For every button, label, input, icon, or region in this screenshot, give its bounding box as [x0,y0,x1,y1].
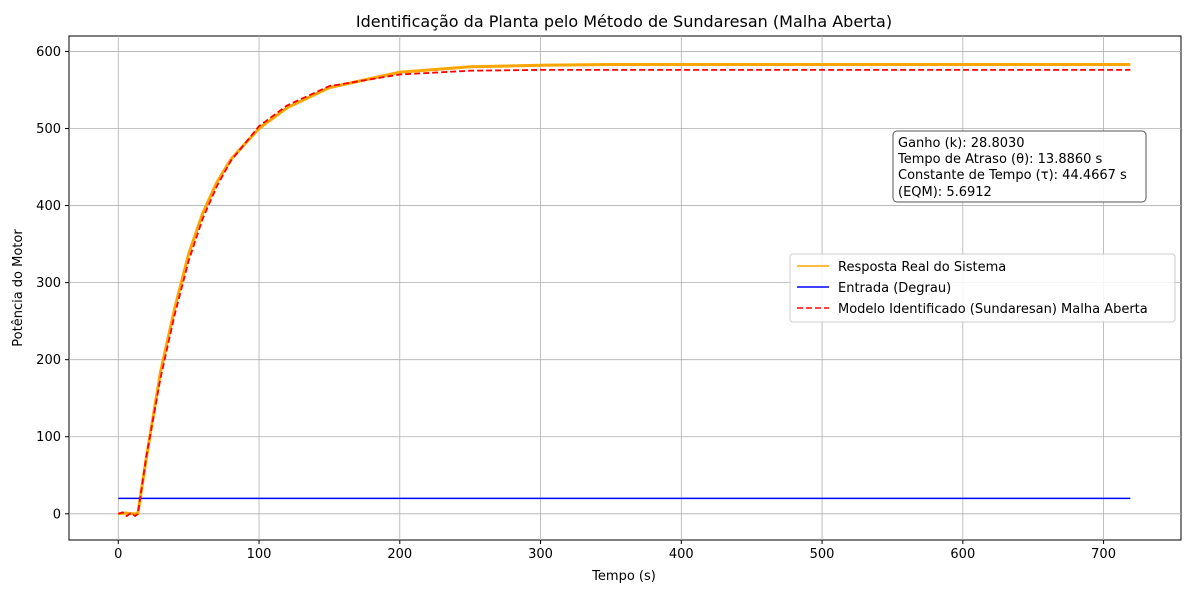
y-tick-label: 100 [36,430,61,445]
legend-label-model: Modelo Identificado (Sundaresan) Malha A… [838,302,1148,317]
y-tick-label: 0 [53,507,61,522]
x-axis-ticks: 0 100 200 300 400 500 600 700 [114,540,1116,562]
y-tick-label: 200 [36,353,61,368]
info-delay: Tempo de Atraso (θ): 13.8860 s [897,152,1103,167]
grid-lines [69,36,1181,540]
legend-frame [789,253,1176,323]
y-tick-label: 600 [36,45,61,60]
info-mse: (EQM): 5.6912 [898,185,992,200]
legend-label-real: Resposta Real do Sistema [838,260,1006,275]
x-tick-label: 600 [950,547,975,562]
plot-area [68,35,1182,541]
info-time-constant: Constante de Tempo (τ): 44.4667 s [898,168,1127,183]
legend: Resposta Real do Sistema Entrada (Degrau… [789,253,1176,323]
y-tick-label: 500 [36,122,61,137]
y-axis-ticks: 0 100 200 300 400 500 600 [36,45,69,522]
x-tick-label: 100 [247,547,272,562]
x-tick-label: 400 [669,547,694,562]
x-tick-label: 700 [1091,547,1116,562]
y-tick-label: 400 [36,199,61,214]
series-line-model [117,69,1131,517]
plot-frame [68,35,1182,541]
y-tick-label: 300 [36,276,61,291]
info-box: Ganho (k): 28.8030 Tempo de Atraso (θ): … [892,130,1147,203]
series-lines [117,63,1131,517]
legend-label-input: Entrada (Degrau) [838,281,951,296]
x-tick-label: 0 [114,547,122,562]
y-axis-label: Potência do Motor [11,229,26,347]
x-tick-label: 200 [387,547,412,562]
x-tick-label: 300 [528,547,553,562]
chart-title: Identificação da Planta pelo Método de S… [356,12,892,31]
info-box-frame [892,130,1147,203]
info-gain: Ganho (k): 28.8030 [898,136,1025,151]
x-tick-label: 500 [810,547,835,562]
x-axis-label: Tempo (s) [591,569,656,584]
